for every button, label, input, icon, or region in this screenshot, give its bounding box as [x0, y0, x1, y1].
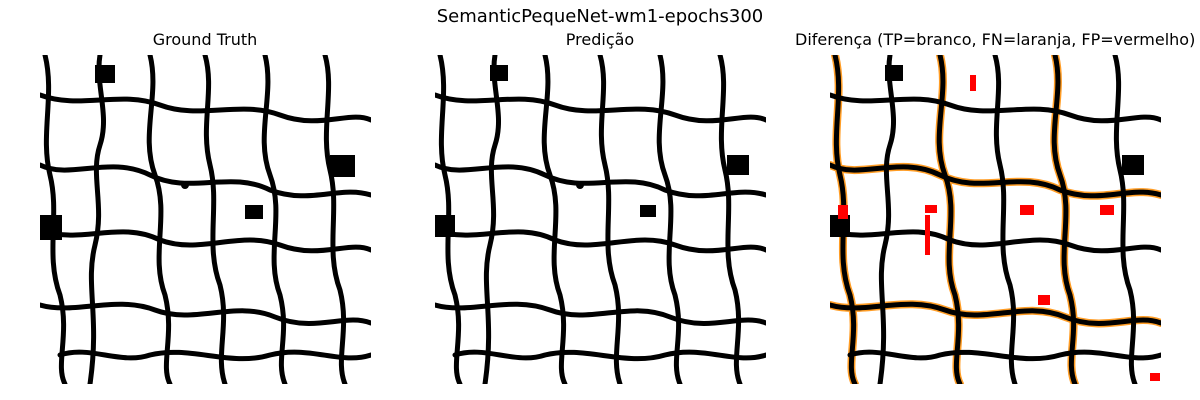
panel-title-ground-truth: Ground Truth — [152, 30, 258, 49]
panel-title-prediction: Predição — [565, 30, 635, 49]
prediction-image — [435, 55, 766, 384]
difference-mask — [830, 55, 1161, 384]
panel-title-difference: Diferença (TP=branco, FN=laranja, FP=ver… — [795, 30, 1196, 49]
ground-truth-image — [40, 55, 371, 384]
figure-title: SemanticPequeNet-wm1-epochs300 — [436, 6, 764, 27]
difference-image — [830, 55, 1161, 384]
prediction-mask — [435, 55, 766, 384]
ground-truth-mask — [40, 55, 371, 384]
